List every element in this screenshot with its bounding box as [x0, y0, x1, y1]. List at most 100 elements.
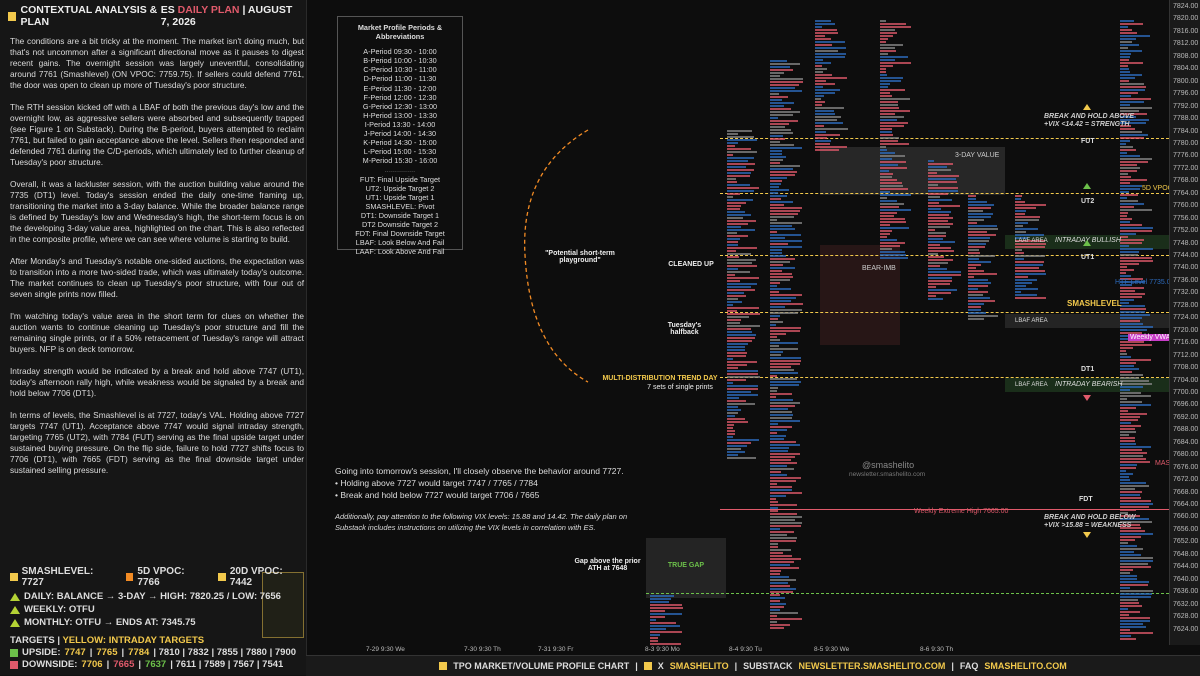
- tpo-bar: [880, 65, 893, 67]
- footer-site-link[interactable]: SMASHELITO.COM: [984, 661, 1067, 671]
- tpo-bar: [1120, 254, 1138, 256]
- y-tick: 7652.00: [1173, 538, 1199, 546]
- single-prints-label: 7 sets of single prints: [647, 384, 713, 391]
- tpo-bar: [770, 240, 802, 242]
- tpo-bar: [1120, 464, 1137, 466]
- tpo-bar: [727, 334, 756, 336]
- tpo-bar: [1120, 521, 1152, 523]
- tpo-bar: [815, 50, 838, 52]
- mas-label: MAS: [1155, 460, 1171, 467]
- tpo-bar: [815, 59, 823, 61]
- tpo-bar: [1120, 569, 1133, 571]
- tpo-bar: [880, 176, 892, 178]
- tpo-bar: [1120, 167, 1140, 169]
- tpo-bar: [1120, 446, 1151, 448]
- tpo-bar: [770, 156, 786, 158]
- tpo-bar: [880, 35, 893, 37]
- session-note: Going into tomorrow's session, I'll clos…: [335, 465, 655, 533]
- tpo-bar: [1120, 320, 1140, 322]
- tpo-bar: [1120, 113, 1147, 115]
- x-tick: 7-31 9:30 Fr: [538, 646, 574, 653]
- tpo-bar: [815, 140, 831, 142]
- tpo-bar: [1120, 62, 1143, 64]
- vpoc5-text: 5D VPOC: 7766: [137, 566, 185, 588]
- tpo-bar: [968, 234, 996, 236]
- tpo-bar: [1015, 288, 1038, 290]
- tpo-bar: [880, 104, 898, 106]
- tpo-bar: [1120, 29, 1132, 31]
- y-tick: 7788.00: [1173, 115, 1199, 123]
- tpo-bar: [770, 513, 797, 515]
- multi-dist-label: MULTI-DISTRIBUTION TREND DAY: [602, 375, 718, 382]
- tpo-bar: [928, 256, 944, 258]
- vix-weakness-label: +VIX >15.88 = WEAKNESS: [1044, 522, 1132, 529]
- footer-x-handle[interactable]: SMASHELITO: [669, 661, 729, 671]
- downside-label: DOWNSIDE:: [22, 659, 78, 670]
- tpo-bar: [770, 129, 791, 131]
- tpo-bar: [770, 135, 783, 137]
- tpo-bar: [815, 122, 843, 124]
- tpo-bar: [770, 261, 790, 263]
- tpo-bar: [727, 130, 752, 132]
- footer-x: X: [657, 661, 664, 671]
- tpo-bar: [880, 182, 902, 184]
- tpo-bar: [1120, 449, 1142, 451]
- note-vix: Additionally, pay attention to the follo…: [335, 512, 628, 532]
- tpo-bar: [770, 327, 801, 329]
- tpo-bar: [1120, 455, 1143, 457]
- dt1-label: DT1: [1081, 366, 1095, 373]
- tpo-bar: [770, 345, 779, 347]
- tpo-bar: [650, 613, 682, 615]
- footer-newsletter-link[interactable]: NEWSLETTER.SMASHELITO.COM: [798, 661, 946, 671]
- tpo-bar: [928, 268, 947, 270]
- tpo-bar: [1120, 188, 1140, 190]
- tpo-bar: [880, 101, 898, 103]
- tpo-bar: [1120, 626, 1146, 628]
- note-line: • Holding above 7727 would target 7747 /…: [335, 478, 538, 488]
- y-tick: 7656.00: [1173, 525, 1199, 533]
- tpo-bar: [968, 216, 991, 218]
- tpo-bar: [650, 604, 682, 606]
- tpo-bar: [968, 210, 983, 212]
- tpo-bar: [928, 193, 948, 195]
- tpo-bar: [1120, 635, 1131, 637]
- tpo-bar: [770, 270, 782, 272]
- down-arrow-icon: [1083, 395, 1091, 401]
- tpo-bar: [770, 591, 793, 593]
- tpo-bar: [880, 149, 887, 151]
- y-tick: 7680.00: [1173, 451, 1199, 459]
- tpo-bar: [1120, 38, 1136, 40]
- tpo-bar: [727, 409, 741, 411]
- time-axis[interactable]: 7-29 9:30 We 7-30 9:30 Th 7-31 9:30 Fr 8…: [306, 644, 1166, 655]
- tpo-bar: [1120, 374, 1143, 376]
- tpo-bar: [1120, 431, 1136, 433]
- tpo-bar: [1015, 207, 1036, 209]
- period-item: B-Period 10:00 - 10:30: [363, 56, 437, 66]
- tpo-bar: [815, 89, 840, 91]
- footer-substack: SUBSTACK: [743, 661, 793, 671]
- tpo-bar: [1120, 581, 1149, 583]
- tpo-bar: [815, 80, 826, 82]
- tpo-bar: [880, 107, 899, 109]
- price-axis[interactable]: [1169, 0, 1200, 645]
- tpo-bar: [770, 321, 783, 323]
- y-tick: 7724.00: [1173, 314, 1199, 322]
- tpo-bar: [1120, 620, 1150, 622]
- tpo-bar: [880, 170, 889, 172]
- tpo-bar: [1120, 587, 1130, 589]
- tpo-bar: [815, 68, 827, 70]
- legend-separator: ...............: [384, 165, 416, 175]
- tpo-bar: [1120, 206, 1134, 208]
- tpo-bar: [1120, 272, 1126, 274]
- tpo-bar: [727, 451, 745, 453]
- tpo-bar: [1120, 221, 1130, 223]
- tpo-bar: [770, 522, 802, 524]
- abbr-item: SMASHLEVEL: Pivot: [365, 201, 435, 211]
- fdt-line: [720, 509, 1169, 510]
- tpo-bar: [770, 231, 777, 233]
- tpo-bar: [1120, 35, 1150, 37]
- tpo-bar: [1120, 506, 1149, 508]
- tpo-bar: [928, 295, 936, 297]
- monthly-text: MONTHLY: OTFU → ENDS AT: 7345.75: [24, 617, 196, 628]
- tpo-bar: [727, 154, 733, 156]
